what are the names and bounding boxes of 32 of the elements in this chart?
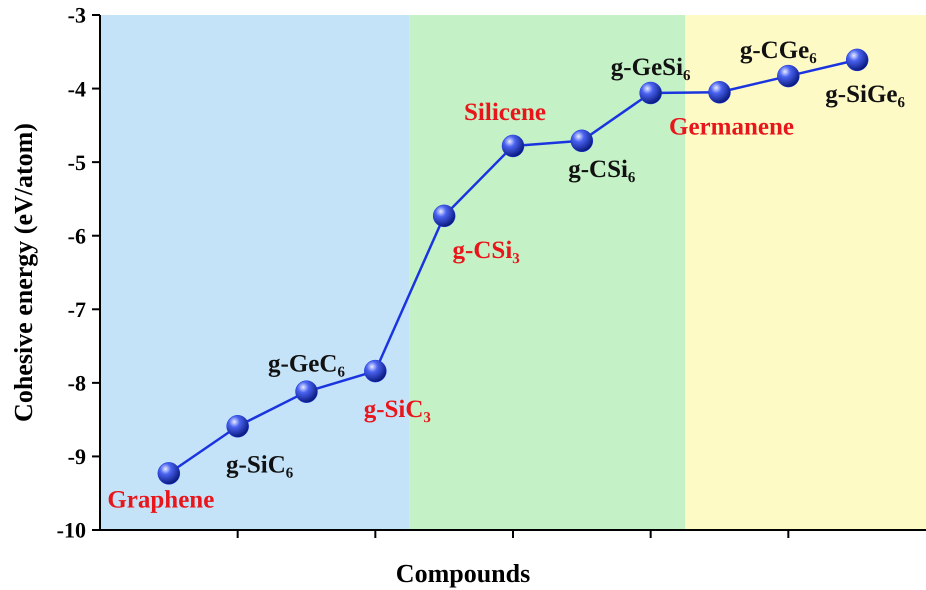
y-tick-label: -5	[68, 150, 86, 175]
annotation: g-SiC₃	[364, 396, 431, 424]
annotation: g-GeSi₆	[610, 54, 692, 81]
point	[570, 130, 594, 152]
point	[158, 462, 180, 485]
y-tick-label: -4	[68, 76, 86, 102]
point	[502, 134, 524, 158]
annotation: Germanene	[669, 113, 794, 140]
y-tick-label: -9	[68, 444, 86, 470]
annotation: Silicene	[464, 98, 546, 126]
annotation: g-CGe₆	[740, 37, 818, 64]
annotation: g-SiC₆	[226, 451, 294, 478]
point	[639, 82, 662, 104]
annotation: Graphene	[107, 486, 214, 514]
y-tick-label: -3	[68, 2, 86, 28]
annotation: g-SiGe₆	[825, 80, 906, 108]
y-tick-label: -10	[56, 518, 86, 543]
point	[846, 48, 868, 72]
y-tick-label: -7	[68, 296, 86, 322]
y-tick-label: -6	[68, 223, 86, 248]
y-axis-title: Cohesive energy (eV/atom)	[9, 123, 38, 422]
point	[295, 380, 318, 403]
point	[432, 204, 456, 228]
point	[708, 81, 731, 104]
annotation: g-CSi₃	[452, 236, 520, 264]
annotation: g-GeC₆	[268, 350, 346, 378]
point	[364, 360, 387, 382]
point	[777, 64, 800, 88]
y-tick-label: -8	[68, 370, 86, 396]
x-axis-title: Compounds	[396, 559, 530, 588]
annotation: g-CSi₆	[568, 156, 636, 183]
point	[226, 415, 249, 438]
